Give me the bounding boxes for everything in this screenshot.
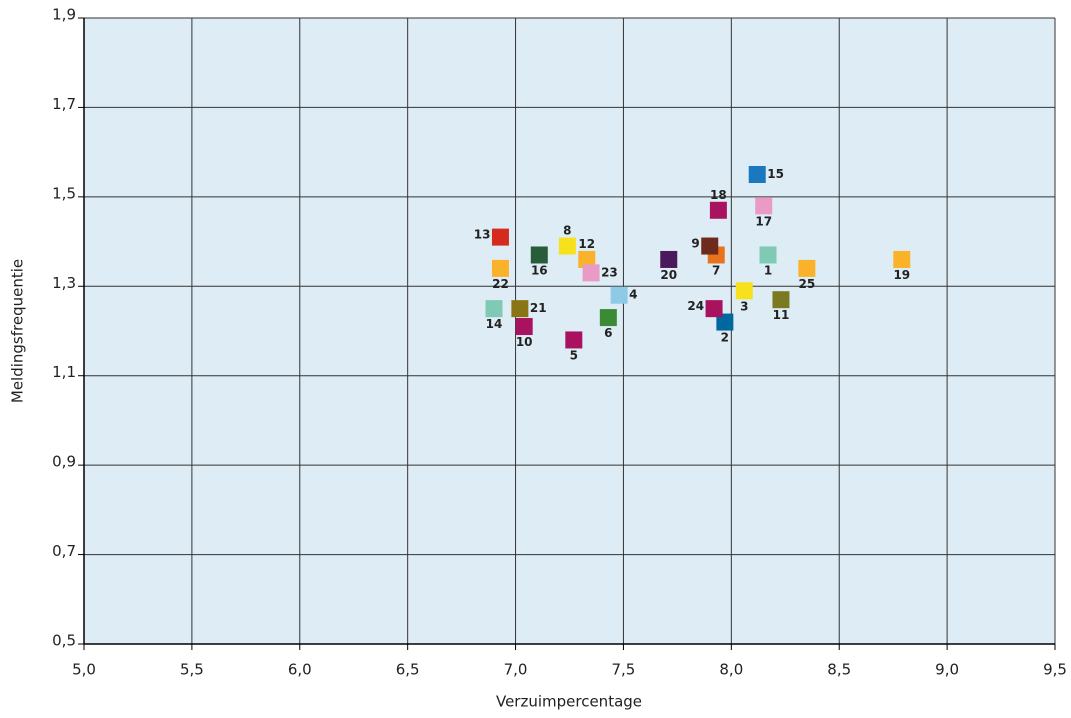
- marker: [530, 246, 548, 264]
- point-label: 22: [492, 277, 509, 291]
- marker: [511, 300, 529, 318]
- marker: [759, 246, 777, 264]
- point-label: 3: [740, 299, 748, 313]
- y-axis-label: Meldingsfrequentie: [9, 259, 27, 403]
- marker: [558, 237, 576, 255]
- point-label: 14: [486, 317, 503, 331]
- y-tick-label: 0,5: [52, 632, 76, 650]
- point-label: 18: [710, 188, 727, 202]
- point-label: 19: [893, 268, 910, 282]
- point-label: 15: [767, 167, 784, 181]
- point-label: 6: [604, 326, 612, 340]
- x-tick-label: 8,5: [827, 661, 851, 679]
- marker: [716, 313, 734, 331]
- marker: [701, 237, 719, 255]
- marker: [798, 259, 816, 277]
- marker: [660, 250, 678, 268]
- y-tick-label: 1,3: [52, 274, 76, 292]
- marker: [610, 286, 628, 304]
- y-tick-label: 1,5: [52, 184, 76, 202]
- marker: [755, 197, 773, 215]
- point-label: 17: [755, 214, 772, 228]
- marker: [599, 309, 617, 327]
- x-tick-label: 5,5: [180, 661, 204, 679]
- marker: [515, 318, 533, 336]
- x-tick-label: 8,0: [719, 661, 743, 679]
- point-label: 11: [773, 308, 790, 322]
- marker: [582, 264, 600, 282]
- point-label: 7: [712, 263, 720, 277]
- plot-area: [84, 18, 1055, 644]
- marker: [565, 331, 583, 349]
- x-tick-label: 6,5: [396, 661, 420, 679]
- x-tick-label: 9,5: [1043, 661, 1067, 679]
- point-label: 4: [629, 288, 637, 302]
- point-label: 25: [799, 277, 816, 291]
- point-label: 20: [660, 268, 677, 282]
- y-tick-label: 0,9: [52, 453, 76, 471]
- marker: [578, 250, 596, 268]
- point-label: 23: [601, 265, 618, 279]
- point-label: 13: [474, 228, 491, 242]
- marker: [893, 250, 911, 268]
- point-label: 2: [721, 331, 729, 345]
- x-tick-label: 9,0: [935, 661, 959, 679]
- point-label: 16: [531, 263, 548, 277]
- marker: [735, 282, 753, 300]
- marker: [772, 291, 790, 309]
- y-tick-label: 1,1: [52, 363, 76, 381]
- x-tick-label: 7,5: [612, 661, 636, 679]
- x-axis-label: Verzuimpercentage: [496, 693, 642, 711]
- marker: [709, 201, 727, 219]
- y-tick-label: 1,7: [52, 95, 76, 113]
- x-tick-label: 5,0: [72, 661, 96, 679]
- point-label: 12: [578, 237, 595, 251]
- x-tick-label: 7,0: [504, 661, 528, 679]
- marker: [705, 300, 723, 318]
- point-label: 1: [764, 263, 772, 277]
- point-label: 10: [516, 335, 533, 349]
- y-tick-label: 0,7: [52, 542, 76, 560]
- point-label: 5: [570, 348, 578, 362]
- x-tick-label: 6,0: [288, 661, 312, 679]
- marker: [491, 259, 509, 277]
- point-label: 9: [691, 237, 699, 251]
- marker: [491, 228, 509, 246]
- point-label: 21: [530, 301, 547, 315]
- point-label: 8: [563, 224, 571, 238]
- point-label: 24: [687, 299, 704, 313]
- marker: [485, 300, 503, 318]
- y-tick-label: 1,9: [52, 6, 76, 24]
- marker: [748, 166, 766, 183]
